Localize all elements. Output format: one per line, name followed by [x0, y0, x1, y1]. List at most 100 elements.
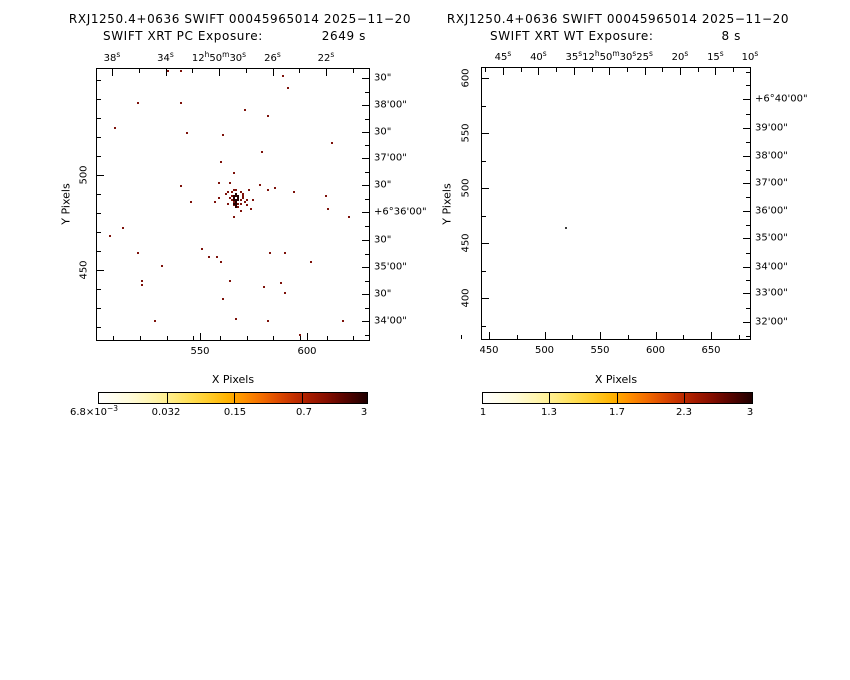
data-point: [186, 132, 189, 135]
data-point: [233, 172, 236, 175]
data-point: [273, 187, 276, 190]
source-core-point: [235, 202, 238, 205]
wt-exposure-label: SWIFT XRT WT Exposure:: [490, 29, 654, 43]
tick-mark: [538, 68, 540, 75]
source-cluster-point: [233, 200, 236, 203]
tick-mark: [365, 226, 369, 227]
data-point: [243, 109, 246, 112]
tick-mark: [167, 336, 168, 340]
data-point: [263, 286, 266, 289]
data-point: [122, 227, 125, 230]
data-point: [269, 251, 272, 254]
data-point: [284, 251, 287, 254]
data-point: [228, 181, 231, 184]
tick-mark: [743, 293, 750, 294]
tick-mark: [743, 322, 750, 323]
x-axis-title: X Pixels: [211, 373, 255, 386]
tick-mark: [362, 294, 369, 295]
source-core-point: [233, 196, 236, 199]
source-core-point: [233, 202, 236, 205]
colorbar-tick-label: 6.8×10−3: [69, 404, 119, 418]
tick-mark: [97, 175, 104, 176]
tick-mark: [97, 194, 101, 195]
tick-mark: [750, 68, 751, 75]
tick-mark: [738, 335, 740, 339]
source-cluster-point: [231, 191, 234, 194]
dec-tick-label: 34'00": [755, 261, 788, 273]
data-point: [216, 255, 219, 258]
tick-mark: [655, 332, 657, 339]
dec-tick-label: 33'00": [755, 287, 788, 299]
tick-mark: [352, 69, 354, 73]
tick-mark: [743, 238, 750, 239]
tick-mark: [362, 132, 369, 133]
source-cluster-point: [239, 198, 242, 201]
tick-mark: [97, 80, 101, 81]
colorbar-divider: [302, 392, 303, 404]
data-point: [220, 160, 223, 163]
dec-tick-label: 32'00": [755, 316, 788, 328]
dec-tick-label: 30": [374, 288, 392, 300]
ra-tick-label: 35s: [565, 49, 583, 63]
data-point: [327, 208, 330, 211]
tick-mark: [609, 68, 611, 75]
tick-mark: [746, 307, 750, 309]
y-tick-label: 500: [78, 165, 90, 185]
tick-mark: [138, 69, 140, 73]
data-point: [245, 204, 248, 207]
tick-mark: [520, 68, 522, 72]
tick-mark: [97, 327, 101, 328]
x-tick-label: 600: [297, 346, 317, 357]
tick-mark: [746, 197, 750, 198]
tick-mark: [482, 133, 489, 134]
wt-title: RXJ1250.4+0636 SWIFT 00045965014 2025−11…: [446, 12, 790, 26]
data-point: [260, 151, 263, 154]
data-point: [239, 210, 242, 213]
data-point: [226, 202, 229, 205]
data-point: [207, 255, 210, 258]
pc-exposure-label: SWIFT XRT PC Exposure:: [103, 29, 263, 43]
source-core-point: [235, 204, 238, 207]
source-cluster-point: [241, 193, 244, 195]
data-point: [267, 320, 270, 323]
data-point: [348, 215, 351, 218]
tick-mark: [97, 270, 104, 271]
tick-mark: [113, 336, 114, 340]
ra-tick-label: 15s: [707, 49, 724, 63]
colorbar-divider: [617, 392, 618, 404]
dec-tick-label: 30": [374, 126, 392, 138]
tick-mark: [362, 240, 369, 241]
ra-tick-label: 34s: [157, 50, 174, 64]
source-core-point: [237, 196, 240, 199]
colorbar-tick-label: 2.3: [676, 407, 692, 418]
data-point: [331, 141, 334, 144]
tick-mark: [746, 280, 750, 281]
data-point: [267, 115, 270, 118]
data-point: [292, 191, 295, 194]
tick-mark: [97, 289, 101, 290]
data-point: [137, 101, 140, 104]
tick-mark: [662, 68, 664, 72]
tick-mark: [362, 185, 369, 186]
data-point: [179, 101, 182, 104]
data-point: [113, 126, 116, 129]
tick-mark: [362, 158, 369, 159]
tick-mark: [97, 99, 101, 100]
tick-mark: [746, 252, 750, 254]
x-tick-label: 650: [701, 345, 721, 356]
tick-mark: [299, 69, 300, 73]
tick-mark: [220, 336, 221, 340]
ra-tick-label: 38s: [103, 50, 121, 64]
tick-mark: [112, 69, 113, 76]
source-core-point: [235, 193, 238, 195]
pc-title: RXJ1250.4+0636 SWIFT 00045965014 2025−11…: [68, 12, 412, 26]
source-cluster-point: [228, 196, 231, 199]
tick-mark: [715, 68, 717, 75]
tick-mark: [591, 68, 593, 72]
data-point: [141, 284, 144, 287]
tick-mark: [140, 336, 141, 340]
tick-mark: [365, 334, 369, 336]
tick-mark: [746, 85, 750, 86]
ra-tick-label: 45s: [494, 49, 512, 63]
colorbar-tick-label: 3: [360, 407, 368, 418]
